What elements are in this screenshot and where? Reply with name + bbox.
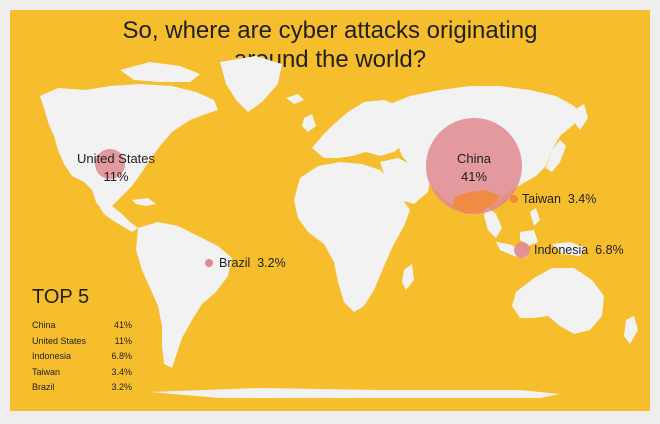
central-america-landmass [100, 206, 138, 232]
label-indonesia-name: Indonesia [534, 243, 589, 257]
label-united-states: United States 11% [71, 150, 161, 186]
top5-table: TOP 5 China 41% United States 11% Indone… [32, 286, 132, 396]
label-taiwan: Taiwan 3.4% [522, 192, 596, 206]
table-row: China 41% [32, 318, 132, 334]
attack-bubbles [95, 118, 530, 267]
bubble-taiwan [510, 195, 518, 203]
page-title: So, where are cyber attacks originating … [0, 16, 660, 74]
label-brazil-name: Brazil [219, 256, 251, 270]
label-indonesia: Indonesia 6.8% [534, 243, 624, 257]
australia-landmass [512, 268, 604, 334]
bubble-brazil [205, 259, 213, 267]
africa-landmass [294, 162, 410, 312]
madagascar-landmass [402, 264, 414, 290]
top5-value: 11% [114, 335, 132, 346]
label-brazil: Brazil 3.2% [219, 256, 286, 270]
label-taiwan-value: 3.4% [567, 192, 597, 206]
table-row: Taiwan 3.4% [32, 365, 132, 381]
bubble-china [426, 118, 522, 214]
new-guinea-landmass [552, 242, 586, 256]
greenland-landmass [220, 56, 282, 112]
iceland-landmass [286, 94, 304, 104]
southeast-asia-landmass [484, 206, 502, 238]
south-america-landmass [136, 222, 232, 368]
label-united-states-value: 11% [103, 169, 129, 184]
table-row: Brazil 3.2% [32, 380, 132, 396]
top5-value: 41% [113, 320, 132, 330]
kamchatka-landmass [574, 104, 588, 130]
bubble-indonesia [514, 242, 530, 258]
label-indonesia-value: 6.8% [595, 243, 624, 257]
label-china: China 41% [444, 150, 504, 186]
japan-landmass [546, 140, 566, 172]
top5-country: Indonesia [32, 351, 72, 362]
top5-country: Taiwan [32, 366, 61, 377]
top5-country: United States [32, 335, 87, 346]
label-taiwan-name: Taiwan [522, 192, 561, 206]
label-china-name: China [457, 151, 491, 166]
label-united-states-name: United States [76, 151, 156, 166]
top5-country: China [32, 320, 56, 330]
top5-country: Brazil [32, 382, 55, 393]
label-brazil-value: 3.2% [257, 256, 286, 270]
title-line-1: So, where are cyber attacks originating [122, 17, 538, 44]
arctic-islands-landmass [120, 62, 200, 82]
new-zealand-landmass [624, 316, 638, 344]
uk-landmass [302, 114, 316, 132]
table-row: United States 11% [32, 334, 132, 350]
caribbean-landmass [132, 198, 156, 206]
top5-value: 6.8% [111, 351, 132, 362]
top5-value: 3.4% [111, 366, 132, 377]
top5-title: TOP 5 [32, 286, 90, 308]
bubble-china-overlap [452, 190, 500, 214]
label-china-value: 41% [460, 169, 488, 184]
bubble-united-states [95, 149, 125, 179]
philippines-landmass [530, 208, 540, 226]
north-america-landmass [40, 84, 218, 210]
borneo-landmass [520, 230, 538, 246]
antarctic-landmass [150, 388, 560, 398]
table-row: Indonesia 6.8% [32, 349, 132, 365]
europe-landmass [312, 100, 414, 158]
top5-value: 3.2% [111, 382, 132, 393]
